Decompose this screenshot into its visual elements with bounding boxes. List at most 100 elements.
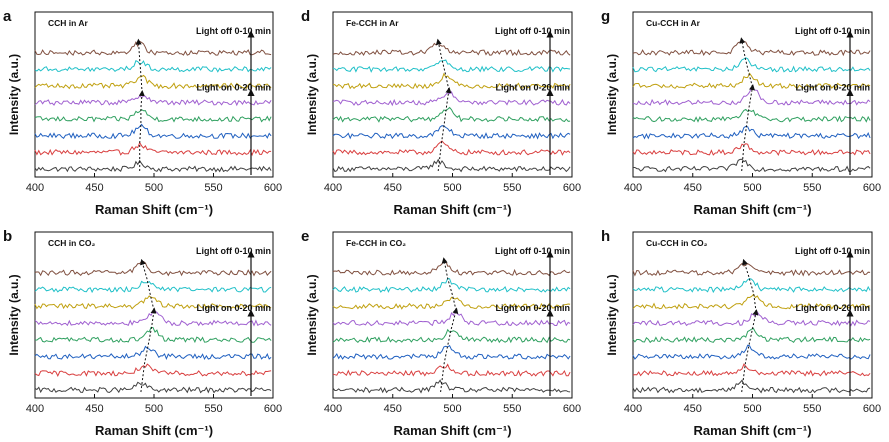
spectrum-line (332, 344, 571, 360)
spectrum-line (632, 327, 871, 344)
panel-a: a CCH in Ar 400 450 500 550 600 Raman Shift (cm… (3, 8, 282, 217)
peak-shift-arrow-off (435, 38, 450, 91)
x-axis-title: Raman Shift (cm⁻¹) (95, 423, 213, 438)
spectrum-line (332, 125, 571, 140)
x-tick-label: 600 (563, 403, 581, 415)
spectrum-line (34, 109, 272, 123)
spectrum-line (332, 59, 571, 73)
spectrum-line (332, 72, 571, 90)
plot-frame (34, 231, 274, 399)
spectrum-line (34, 141, 272, 157)
spectrum-line (632, 143, 871, 156)
spectrum-line (332, 40, 571, 57)
x-axis-title: Raman Shift (cm⁻¹) (95, 202, 213, 217)
y-axis-title: Intensity (a.u.) (305, 274, 319, 355)
spectrum-line (632, 57, 871, 73)
spectrum-line (332, 277, 571, 293)
light-off-label: Light off 0-10 min (495, 26, 570, 36)
plot-frame (332, 231, 573, 399)
x-tick-label: 600 (863, 182, 881, 194)
x-axis-title: Raman Shift (cm⁻¹) (393, 202, 511, 217)
spectrum-line (34, 40, 272, 56)
spectrum-line (332, 363, 571, 377)
x-tick-label: 600 (264, 403, 282, 415)
peak-shift-arrow-on (741, 84, 755, 172)
light-off-label: Light off 0-10 min (795, 26, 870, 36)
panel-title: Fe-CCH in CO₂ (346, 238, 406, 248)
panel-e: e Fe-CCH in CO₂ 400 450 500 550 600 Raman Shift… (301, 228, 581, 438)
panel-title: Fe-CCH in Ar (346, 18, 399, 28)
spectrum-line (34, 381, 272, 394)
x-tick-label: 400 (26, 403, 44, 415)
x-tick-label: 600 (863, 403, 881, 415)
x-tick-label: 400 (624, 182, 642, 194)
y-axis-title: Intensity (a.u.) (305, 54, 319, 135)
x-tick-label: 550 (503, 403, 521, 415)
spectrum-line (332, 259, 571, 277)
panel-b: b CCH in CO₂ 400 450 500 550 600 Raman Shift (c… (3, 228, 282, 438)
x-tick-label: 450 (684, 403, 702, 415)
spectrum-line (332, 91, 571, 107)
panel-letter: h (601, 228, 610, 245)
spectrum-line (34, 95, 272, 107)
peak-shift-arrow-off (742, 258, 757, 313)
spectrum-line (34, 159, 272, 173)
panel-letter: b (3, 228, 12, 245)
x-axis-title: Raman Shift (cm⁻¹) (693, 423, 811, 438)
light-on-label: Light on 0-20 min (795, 83, 870, 93)
y-axis-title: Intensity (a.u.) (7, 274, 21, 355)
spectrum-line (632, 379, 871, 394)
x-tick-label: 500 (145, 403, 163, 415)
spectrum-line (332, 309, 571, 327)
spectrum-line (34, 363, 272, 377)
y-axis-title: Intensity (a.u.) (7, 54, 21, 135)
x-tick-label: 500 (443, 403, 461, 415)
x-tick-label: 550 (803, 182, 821, 194)
panel-letter: d (301, 8, 310, 25)
plot-frame (34, 11, 274, 178)
light-off-label: Light off 0-10 min (196, 246, 271, 256)
x-tick-label: 500 (743, 403, 761, 415)
spectrum-line (332, 140, 571, 156)
light-on-label: Light on 0-20 min (196, 303, 271, 313)
panel-h: h Cu-CCH in CO₂ 400 450 500 550 600 Raman Shift… (601, 228, 881, 438)
light-on-label: Light on 0-20 min (495, 83, 570, 93)
light-off-label: Light off 0-10 min (795, 246, 870, 256)
x-tick-label: 550 (503, 182, 521, 194)
peak-shift-arrow-off (441, 257, 457, 311)
x-tick-label: 550 (204, 403, 222, 415)
spectrum-line (332, 328, 571, 344)
spectrum-line (34, 280, 272, 294)
x-axis-title: Raman Shift (cm⁻¹) (393, 423, 511, 438)
peak-shift-arrow-off (739, 37, 753, 88)
peak-shift-arrow-off (135, 38, 143, 94)
spectrum-line (632, 108, 871, 123)
spectrum-line (34, 59, 272, 73)
x-tick-label: 600 (264, 182, 282, 194)
x-tick-label: 450 (684, 182, 702, 194)
spectrum-line (632, 72, 871, 90)
x-tick-label: 600 (563, 182, 581, 194)
spectrum-line (34, 326, 272, 344)
spectrum-line (332, 296, 571, 310)
x-tick-label: 550 (204, 182, 222, 194)
light-off-label: Light off 0-10 min (196, 26, 271, 36)
x-tick-label: 450 (384, 403, 402, 415)
panel-title: CCH in CO₂ (48, 238, 95, 248)
peak-shift-arrow-on (437, 87, 452, 172)
plot-frame (632, 231, 873, 399)
panel-title: Cu-CCH in CO₂ (646, 238, 708, 248)
x-tick-label: 400 (26, 182, 44, 194)
panel-letter: e (301, 228, 309, 245)
x-tick-label: 400 (324, 403, 342, 415)
light-off-label: Light off 0-10 min (495, 246, 570, 256)
y-axis-title: Intensity (a.u.) (605, 274, 619, 355)
spectrum-line (633, 158, 871, 173)
light-on-label: Light on 0-20 min (795, 303, 870, 313)
panel-d: d Fe-CCH in Ar 400 450 500 550 600 Raman Shift … (301, 8, 581, 217)
spectrum-line (34, 123, 272, 140)
panel-title: CCH in Ar (48, 18, 89, 28)
spectrum-line (632, 293, 871, 310)
light-on-label: Light on 0-20 min (495, 303, 570, 313)
peak-shift-arrow-on (741, 309, 759, 393)
